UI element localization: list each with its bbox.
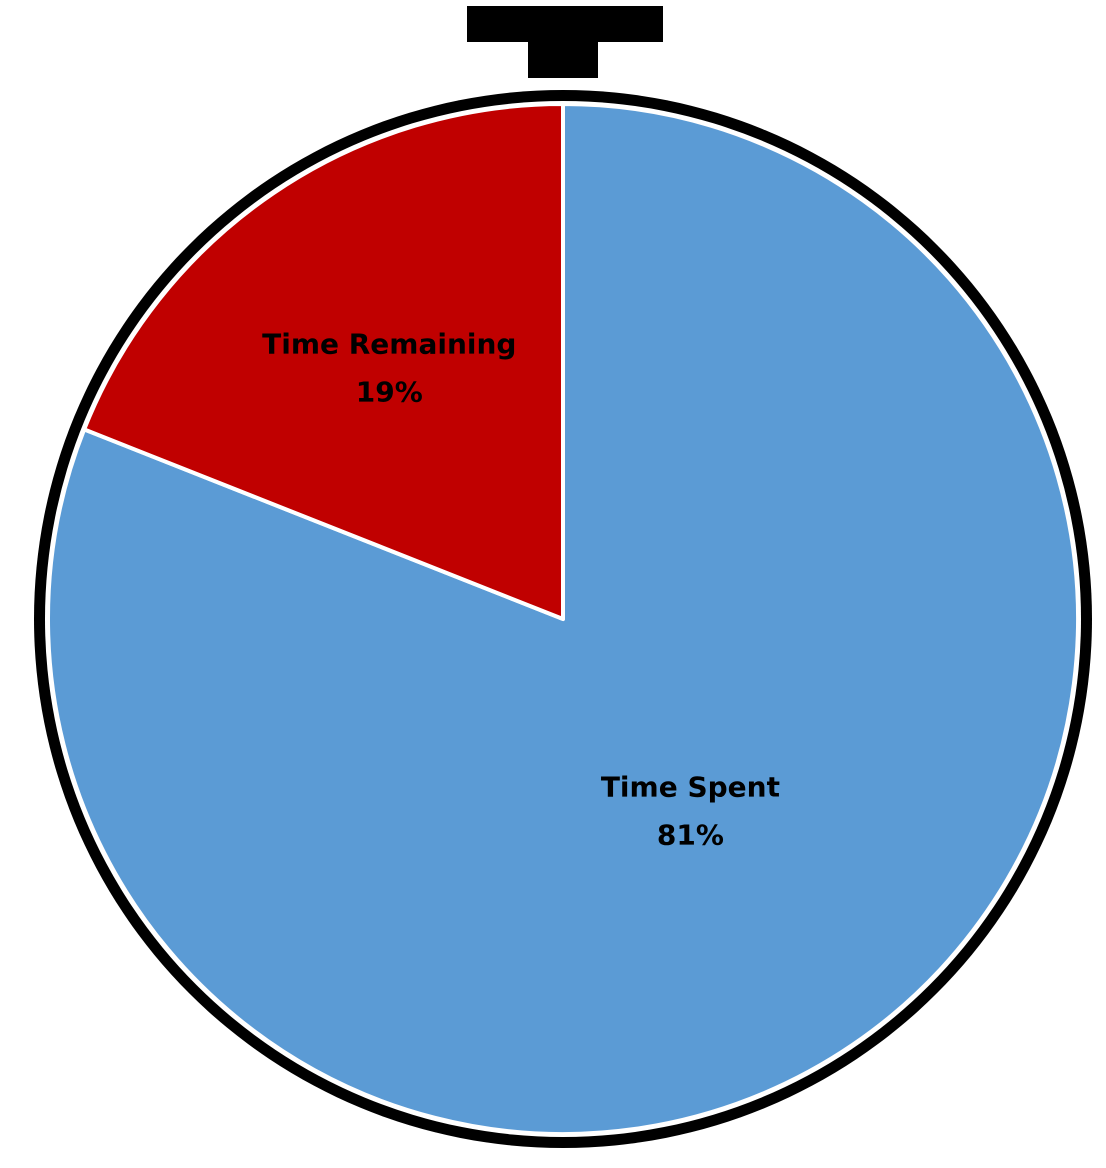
stopwatch-crown-cap — [467, 6, 663, 42]
slice-label-time-spent: Time Spent — [601, 770, 780, 803]
pie-labels: Time Spent 81% Time Remaining 19% — [262, 327, 780, 851]
pie-slices — [46, 102, 1080, 1136]
slice-value-time-spent: 81% — [657, 818, 724, 851]
slice-label-time-remaining: Time Remaining — [262, 327, 516, 360]
slice-value-time-remaining: 19% — [356, 375, 423, 408]
stopwatch-crown-stem — [528, 38, 598, 78]
pie-slice-time-remaining — [82, 102, 565, 621]
